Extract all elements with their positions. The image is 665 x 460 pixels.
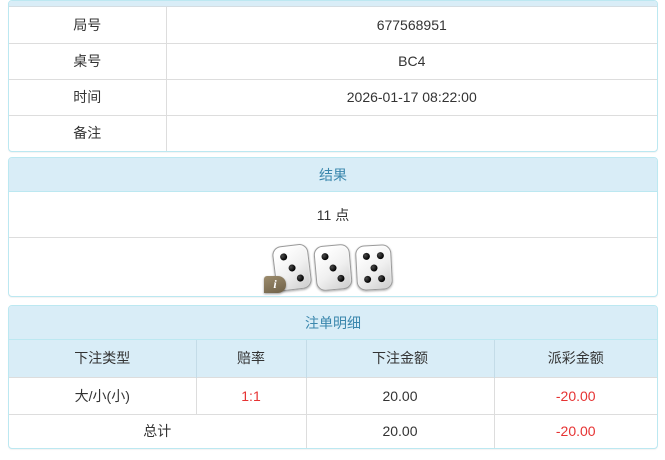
die-pip	[363, 274, 371, 283]
game-info-table: 局号 677568951 桌号 BC4 时间 2026-01-17 08:22:…	[9, 7, 657, 151]
remark-value	[166, 114, 657, 151]
bet-detail-panel-title: 注单明细	[9, 306, 657, 340]
odds-value: 1:1	[195, 376, 306, 414]
bet-type-value: 大/小(小)	[9, 376, 196, 414]
die-pip	[329, 263, 337, 271]
bet-detail-page: 局号 677568951 桌号 BC4 时间 2026-01-17 08:22:…	[8, 0, 658, 449]
total-payout-amount: -20.00	[493, 413, 657, 448]
game-info-panel: 局号 677568951 桌号 BC4 时间 2026-01-17 08:22:…	[8, 0, 658, 152]
die-pip	[296, 273, 305, 282]
total-bet-amount: 20.00	[305, 413, 494, 448]
bet-detail-panel: 注单明细 下注类型 赔率 下注金额 派彩金额 大/小(小) 1:1 20.00 …	[8, 305, 658, 449]
dice-strip[interactable]: i	[264, 242, 394, 293]
die-pip	[320, 252, 329, 261]
column-header-bet-type: 下注类型	[9, 340, 196, 377]
die-pip	[288, 263, 296, 271]
table-row: 桌号 BC4	[9, 42, 657, 79]
round-number-value: 677568951	[376, 16, 447, 33]
die-pip	[362, 252, 370, 260]
game-info-panel-heading-clipped	[9, 1, 657, 7]
time-value: 2026-01-17 08:22:00	[166, 78, 657, 115]
die-face-3	[313, 243, 353, 291]
die-pip	[279, 252, 288, 261]
remark-label: 备注	[9, 114, 167, 151]
total-row: 总计 20.00 -20.00	[9, 413, 657, 448]
table-row: 时间 2026-01-17 08:22:00	[9, 78, 657, 115]
die-pip	[370, 263, 378, 271]
table-row: 大/小(小) 1:1 20.00 -20.00	[9, 376, 657, 414]
column-header-payout-amount: 派彩金额	[493, 340, 657, 377]
result-panel: 结果 11 点 i	[8, 157, 658, 297]
table-row: 备注	[9, 114, 657, 151]
table-row: 局号 677568951	[9, 7, 657, 43]
total-label: 总计	[9, 413, 306, 448]
column-header-bet-amount: 下注金额	[305, 340, 494, 377]
bet-amount-value: 20.00	[305, 376, 494, 414]
table-header-row: 下注类型 赔率 下注金额 派彩金额	[9, 340, 657, 377]
table-number-value: BC4	[166, 42, 657, 79]
dice-row: i	[9, 238, 657, 296]
result-panel-title: 结果	[9, 158, 657, 192]
column-header-odds: 赔率	[195, 340, 306, 377]
payout-amount-value: -20.00	[493, 376, 657, 414]
die-pip	[378, 274, 386, 282]
die-pip	[377, 251, 385, 260]
result-points: 11 点	[9, 192, 657, 238]
die-face-5	[354, 243, 394, 291]
bet-detail-table: 下注类型 赔率 下注金额 派彩金额 大/小(小) 1:1 20.00 -20.0…	[9, 340, 657, 448]
die-pip	[337, 273, 346, 282]
time-label: 时间	[9, 78, 167, 115]
info-tooltip-icon[interactable]: i	[264, 275, 286, 293]
table-number-label: 桌号	[9, 42, 167, 79]
round-number-label: 局号	[9, 7, 167, 43]
